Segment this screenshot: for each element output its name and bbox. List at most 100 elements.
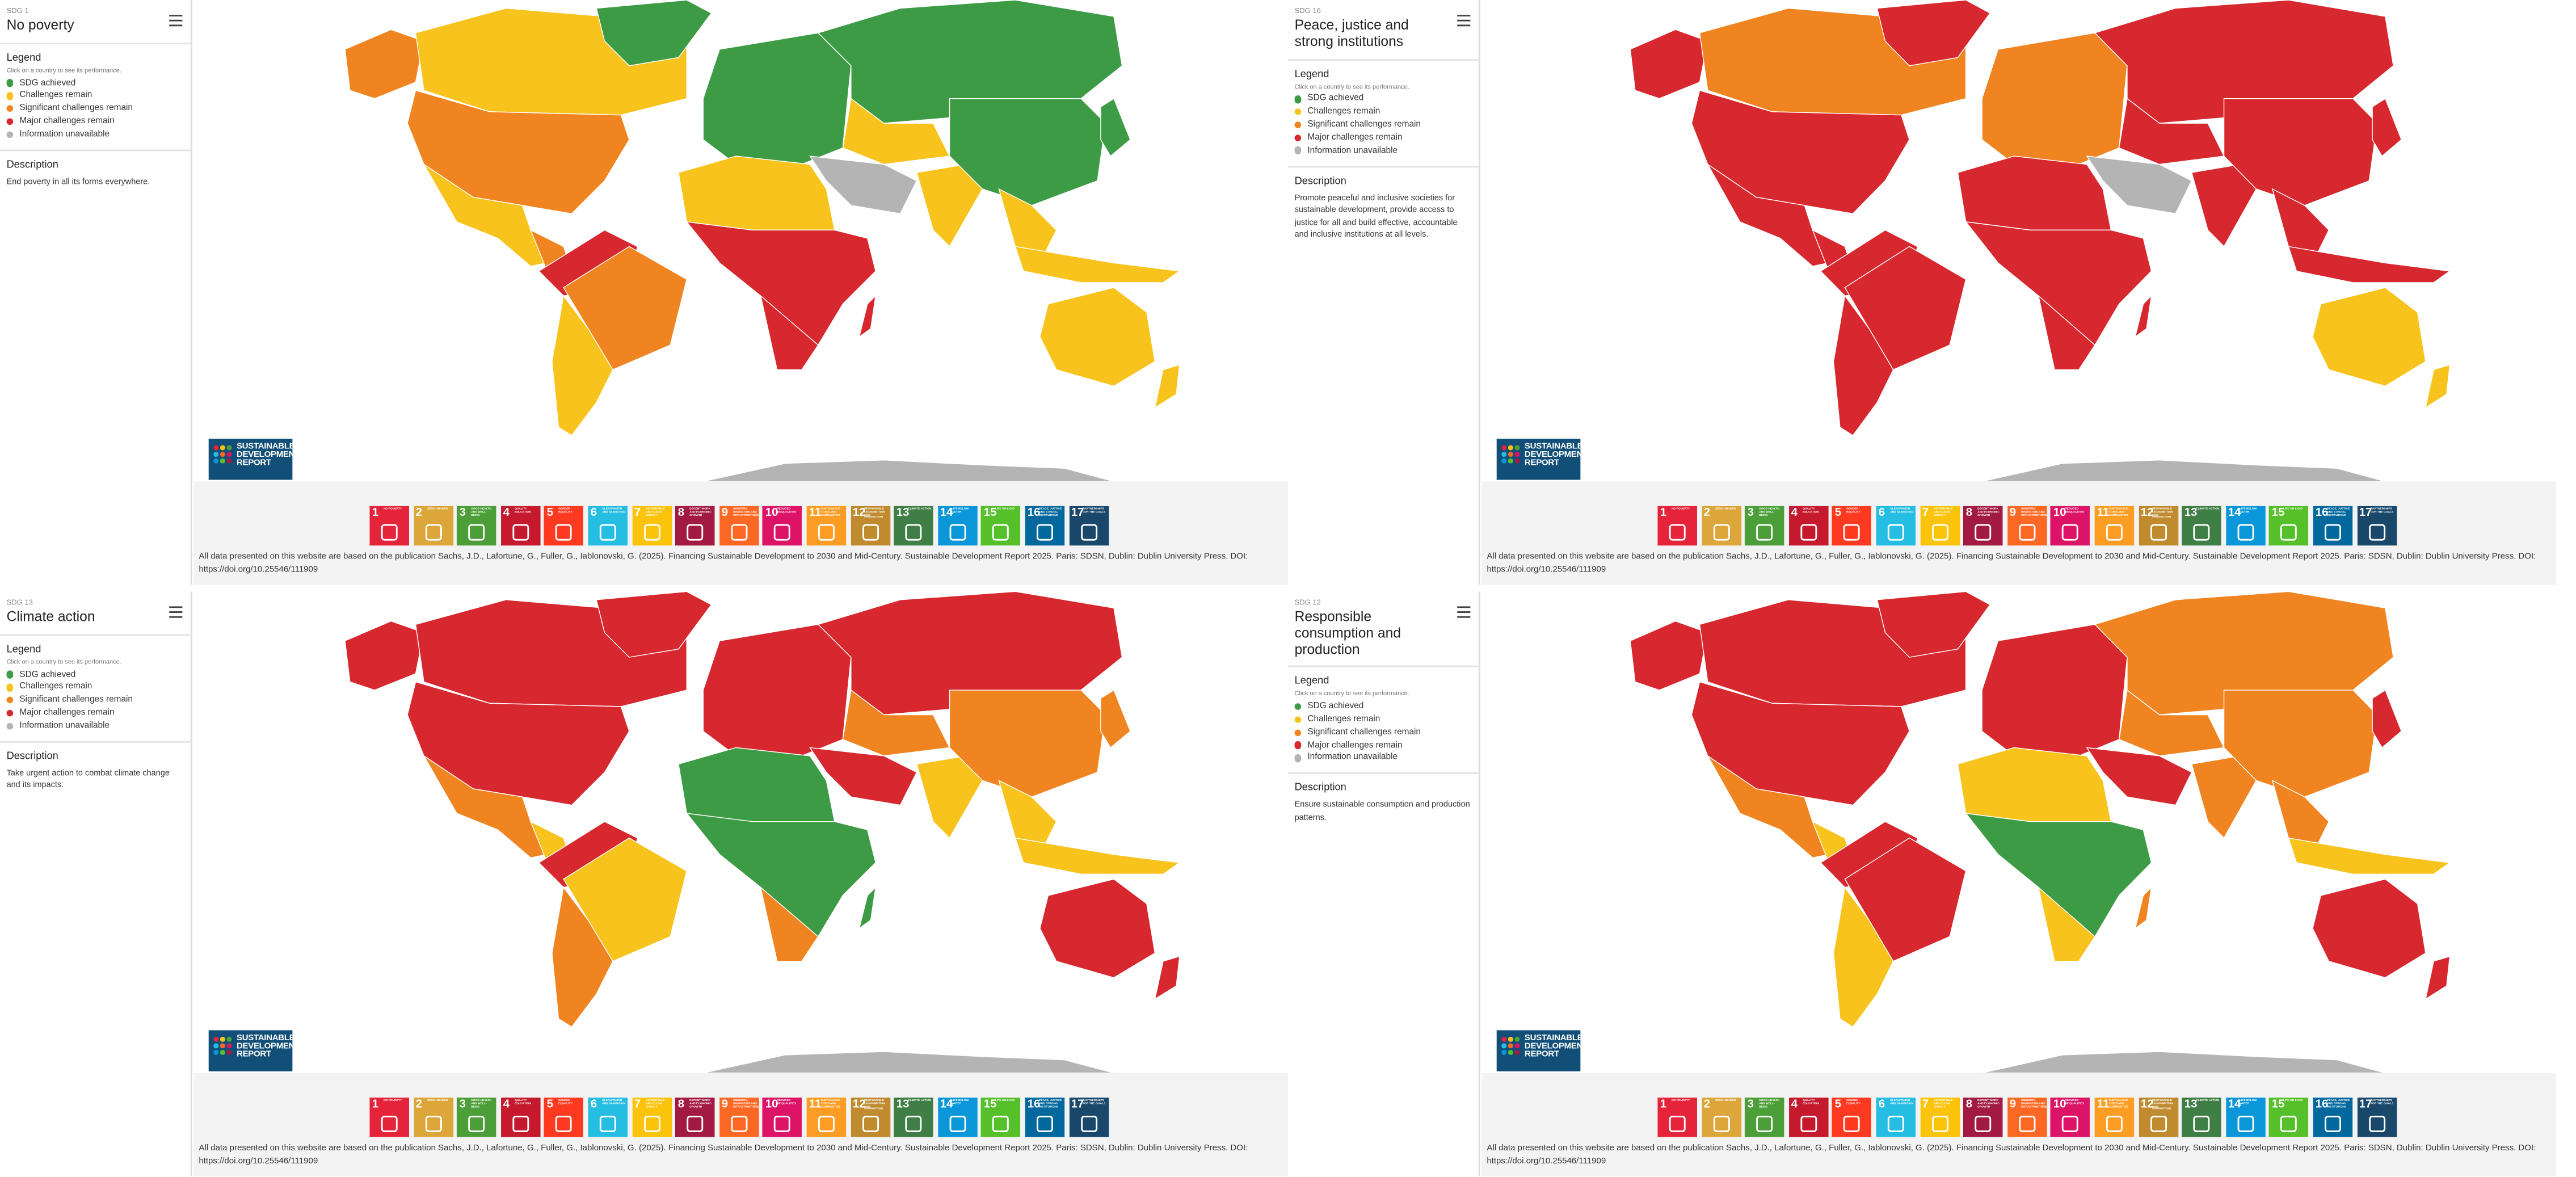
goal-icon[interactable]: 2 ZERO HUNGER [1701,1098,1741,1137]
country-region[interactable] [2086,155,2192,215]
country-region[interactable] [1833,886,1894,1028]
goal-icon[interactable]: 8 DECENT WORK AND ECONOMIC GROWTH [675,1098,715,1137]
country-region[interactable] [2271,188,2330,264]
goal-icon[interactable]: 11 SUSTAINABLE CITIES AND COMMUNITIES [2094,1098,2134,1137]
country-region[interactable] [1630,29,1708,99]
country-region[interactable] [1691,681,1910,806]
goal-icon[interactable]: 10 REDUCED INEQUALITIES [2051,506,2090,546]
goal-icon[interactable]: 13 CLIMATE ACTION [2182,1098,2221,1137]
country-region[interactable] [677,747,835,822]
country-region[interactable] [1981,624,2128,756]
country-region[interactable] [1981,1051,2386,1073]
country-region[interactable] [760,295,819,371]
country-region[interactable] [2425,956,2451,1000]
goal-icon[interactable]: 10 REDUCED INEQUALITIES [763,506,802,546]
country-region[interactable] [2372,98,2402,157]
goal-icon[interactable]: 2 ZERO HUNGER [413,506,453,546]
country-region[interactable] [677,155,835,231]
country-region[interactable] [2288,837,2451,875]
country-region[interactable] [1957,155,2112,231]
country-region[interactable] [2312,287,2426,387]
goal-icon[interactable]: 4 QUALITY EDUCATION [500,506,540,546]
country-region[interactable] [1039,878,1156,978]
goal-icon[interactable]: 6 CLEAN WATER AND SANITATION [1876,506,1916,546]
country-region[interactable] [1154,364,1180,409]
goal-icon[interactable]: 13 CLIMATE ACTION [894,1098,933,1137]
goal-icon[interactable]: 15 LIFE ON LAND [2269,506,2309,546]
country-region[interactable] [2135,886,2152,930]
country-region[interactable] [2288,246,2451,283]
country-region[interactable] [2038,295,2096,371]
goal-icon[interactable]: 16 PEACE, JUSTICE AND STRONG INSTITUTIONS [2313,506,2352,546]
goal-icon[interactable]: 12 RESPONSIBLE CONSUMPTION AND PRODUCTION [2138,506,2178,546]
goal-icon[interactable]: 6 CLEAN WATER AND SANITATION [588,1098,628,1137]
goal-icon[interactable]: 5 GENDER EQUALITY [544,506,584,546]
goal-icon[interactable]: 14 LIFE BELOW WATER [937,1098,977,1137]
country-region[interactable] [2223,690,2378,798]
goal-icon[interactable]: 16 PEACE, JUSTICE AND STRONG INSTITUTIONS [2313,1098,2352,1137]
goal-icon[interactable]: 1 NO POVERTY [1657,1098,1697,1137]
goal-icon[interactable]: 3 GOOD HEALTH AND WELL-BEING [1745,506,1784,546]
goal-icon[interactable]: 5 GENDER EQUALITY [1832,506,1872,546]
country-region[interactable] [2223,98,2378,206]
country-region[interactable] [2191,163,2257,247]
country-region[interactable] [703,1051,1114,1073]
goal-icon[interactable]: 11 SUSTAINABLE CITIES AND COMMUNITIES [806,506,846,546]
country-region[interactable] [1039,287,1156,387]
goal-icon[interactable]: 4 QUALITY EDUCATION [1788,1098,1828,1137]
goal-icon[interactable]: 14 LIFE BELOW WATER [937,506,977,546]
country-region[interactable] [1876,0,1991,66]
goal-icon[interactable]: 9 INDUSTRY, INNOVATION AND INFRASTRUCTURE [719,1098,759,1137]
goal-icon[interactable]: 15 LIFE ON LAND [981,1098,1021,1137]
country-region[interactable] [1833,295,1894,436]
country-region[interactable] [685,813,877,938]
goal-icon[interactable]: 11 SUSTAINABLE CITIES AND COMMUNITIES [806,1098,846,1137]
goal-icon[interactable]: 5 GENDER EQUALITY [544,1098,584,1137]
goal-icon[interactable]: 17 PARTNERSHIPS FOR THE GOALS [1068,506,1108,546]
country-region[interactable] [809,155,917,215]
goal-icon[interactable]: 9 INDUSTRY, INNOVATION AND INFRASTRUCTURE [2007,506,2047,546]
country-region[interactable] [998,188,1057,264]
country-region[interactable] [1015,837,1181,875]
country-region[interactable] [2191,755,2257,839]
country-region[interactable] [2312,878,2426,978]
goal-icon[interactable]: 7 AFFORDABLE AND CLEAN ENERGY [632,506,671,546]
goal-icon[interactable]: 10 REDUCED INEQUALITIES [2051,1098,2090,1137]
country-region[interactable] [949,98,1106,206]
goal-icon[interactable]: 15 LIFE ON LAND [2269,1098,2309,1137]
goal-icon[interactable]: 13 CLIMATE ACTION [894,506,933,546]
country-region[interactable] [2086,747,2192,806]
goal-icon[interactable]: 8 DECENT WORK AND ECONOMIC GROWTH [1963,1098,2003,1137]
country-region[interactable] [1691,90,1910,215]
goal-icon[interactable]: 9 INDUSTRY, INNOVATION AND INFRASTRUCTURE [719,506,759,546]
goal-icon[interactable]: 17 PARTNERSHIPS FOR THE GOALS [1068,1098,1108,1137]
goal-icon[interactable]: 8 DECENT WORK AND ECONOMIC GROWTH [1963,506,2003,546]
country-region[interactable] [858,295,877,338]
country-region[interactable] [1981,32,2128,165]
country-region[interactable] [1876,591,1991,658]
goal-icon[interactable]: 4 QUALITY EDUCATION [1788,506,1828,546]
country-region[interactable] [2425,364,2451,409]
goal-icon[interactable]: 14 LIFE BELOW WATER [2225,506,2265,546]
country-region[interactable] [760,886,819,962]
country-region[interactable] [858,886,877,930]
country-region[interactable] [2271,779,2330,855]
country-region[interactable] [685,221,877,346]
country-region[interactable] [2372,689,2402,749]
country-region[interactable] [809,747,917,806]
country-region[interactable] [916,163,983,247]
goal-icon[interactable]: 17 PARTNERSHIPS FOR THE GOALS [2356,1098,2396,1137]
goal-icon[interactable]: 6 CLEAN WATER AND SANITATION [1876,1098,1916,1137]
country-region[interactable] [2135,295,2152,338]
goal-icon[interactable]: 1 NO POVERTY [369,1098,409,1137]
menu-button[interactable] [1457,15,1471,26]
goal-icon[interactable]: 7 AFFORDABLE AND CLEAN ENERGY [1920,1098,1959,1137]
goal-icon[interactable]: 6 CLEAN WATER AND SANITATION [588,506,628,546]
country-region[interactable] [407,681,630,806]
country-region[interactable] [344,620,424,691]
country-region[interactable] [1964,221,2152,346]
country-region[interactable] [1100,98,1131,157]
goal-icon[interactable]: 12 RESPONSIBLE CONSUMPTION AND PRODUCTION [850,506,890,546]
goal-icon[interactable]: 15 LIFE ON LAND [981,506,1021,546]
goal-icon[interactable]: 12 RESPONSIBLE CONSUMPTION AND PRODUCTION [2138,1098,2178,1137]
